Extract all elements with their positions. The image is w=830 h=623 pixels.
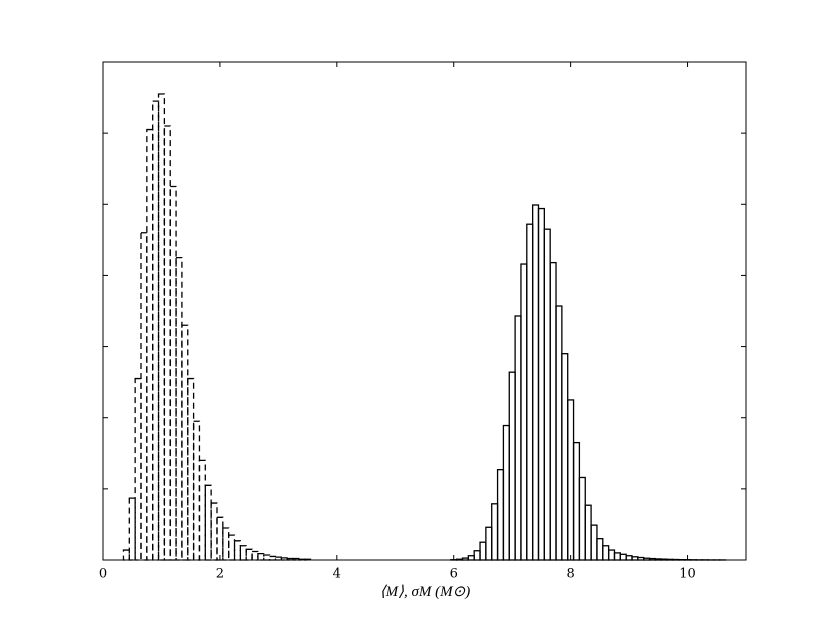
- plot-frame: [102, 61, 747, 561]
- histogram-bar: [134, 377, 142, 561]
- histogram-bar: [204, 484, 212, 561]
- histogram-bar: [619, 553, 627, 561]
- histogram-bar: [245, 548, 253, 561]
- x-tick-label: 4: [333, 567, 341, 582]
- histogram-bar: [198, 459, 206, 561]
- histogram-bar: [251, 550, 259, 561]
- histogram-bar: [228, 534, 236, 561]
- histogram-bar: [216, 516, 224, 561]
- x-tick-label: 2: [216, 567, 224, 582]
- histogram-bar: [157, 93, 166, 561]
- histogram-bar: [163, 125, 171, 561]
- histogram-bar: [584, 504, 592, 561]
- histogram-bar: [496, 468, 505, 561]
- histogram-bar: [526, 223, 534, 561]
- histogram-bar: [543, 228, 551, 561]
- histogram-bar: [508, 371, 516, 561]
- histogram-bar: [625, 555, 633, 561]
- x-axis-label: ⟨M⟩, σM (M⊙): [380, 584, 470, 600]
- histogram-bar: [263, 554, 271, 561]
- histogram-bar: [122, 549, 130, 561]
- histogram-bar: [578, 476, 586, 561]
- histogram-bar: [502, 424, 510, 561]
- histogram-bar: [549, 261, 557, 561]
- histogram-bar: [192, 420, 201, 561]
- histogram-bar: [473, 550, 481, 561]
- histogram-bar: [485, 526, 493, 561]
- histogram-bar: [181, 324, 189, 561]
- x-tick-label: 0: [99, 567, 107, 582]
- histogram-bar: [613, 552, 621, 561]
- x-tick-label: 10: [679, 567, 696, 582]
- histogram-bar: [607, 549, 616, 561]
- histogram-bar: [175, 256, 183, 561]
- histogram-bar: [602, 545, 610, 561]
- x-tick-label: 8: [566, 567, 574, 582]
- histogram-bar: [537, 207, 545, 561]
- histogram-bar: [128, 497, 136, 561]
- histogram-bar: [233, 540, 242, 561]
- x-tick-label: 6: [450, 567, 458, 582]
- histogram-bar: [210, 502, 218, 561]
- histogram-bar: [140, 232, 148, 561]
- histogram-bar: [479, 541, 487, 561]
- histogram-bar: [561, 353, 569, 561]
- histogram-bar: [520, 263, 528, 561]
- histogram-bar: [596, 538, 604, 561]
- histogram-bar: [531, 204, 540, 561]
- histogram-bar: [187, 377, 195, 561]
- histogram-bar: [222, 527, 230, 561]
- histogram-bar: [572, 441, 581, 561]
- histogram-bar: [239, 545, 247, 561]
- histogram-bar: [491, 503, 499, 561]
- histogram-bar: [152, 100, 160, 561]
- histogram-bar: [467, 555, 475, 561]
- histogram-bar: [169, 185, 177, 561]
- histogram-bar: [555, 305, 563, 561]
- histogram-bar: [590, 524, 598, 561]
- histogram-bar: [567, 399, 575, 561]
- histogram-bar: [257, 552, 265, 561]
- histogram-bar: [268, 555, 277, 561]
- histogram-bar: [514, 315, 522, 561]
- histogram-bar: [146, 128, 154, 561]
